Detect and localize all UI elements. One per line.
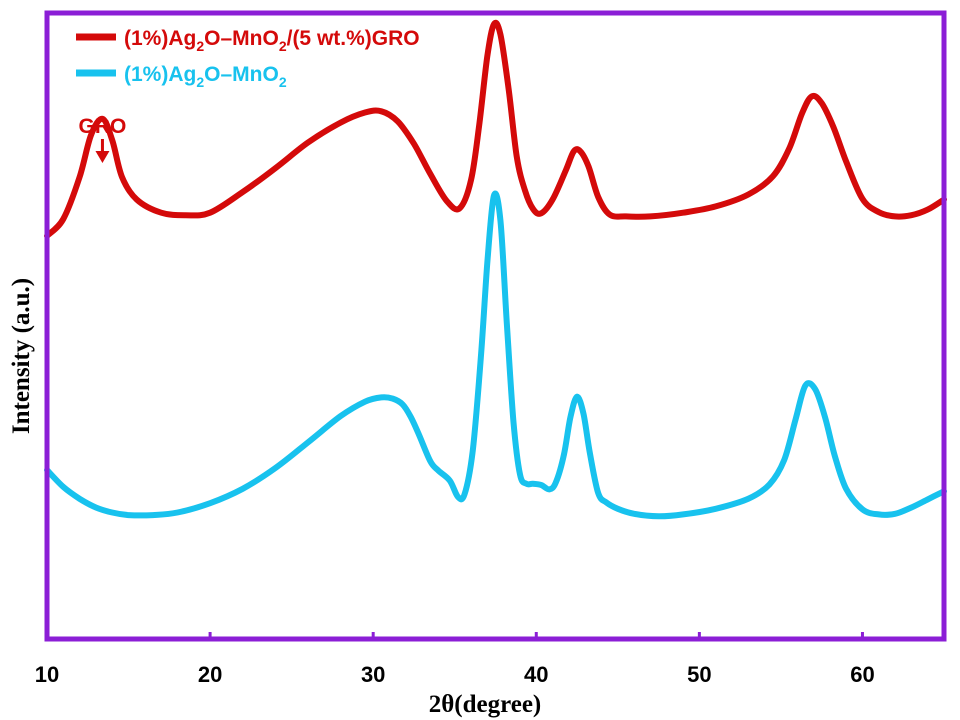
series-line-2: [44, 190, 947, 520]
legend-label-1: (1%)Ag2​O–MnO2​/(5 wt.%)GRO: [124, 27, 420, 54]
x-axis-ticks: 10 20 30 40 50 60: [35, 632, 875, 687]
x-axis-title: 2θ(degree): [429, 691, 542, 718]
x-tick-label: 20: [198, 662, 222, 687]
legend: (1%)Ag2​O–MnO2​/(5 wt.%)GRO (1%)Ag2​O–MnO…: [76, 27, 420, 90]
x-tick-label: 10: [35, 662, 59, 687]
annotations: GRO: [79, 115, 127, 163]
x-tick-label: 40: [524, 662, 548, 687]
x-tick-label: 50: [687, 662, 711, 687]
series-layer: [44, 19, 947, 520]
x-tick-label: 30: [361, 662, 385, 687]
annotation-arrow-head: [95, 151, 110, 163]
annotation-label: GRO: [79, 115, 127, 138]
x-tick-label: 60: [850, 662, 874, 687]
plot-frame: [44, 10, 947, 642]
y-axis-title: Intensity (a.u.): [8, 278, 35, 434]
series-line-1: [44, 19, 947, 239]
legend-label-2: (1%)Ag2​O–MnO2​: [124, 63, 287, 90]
